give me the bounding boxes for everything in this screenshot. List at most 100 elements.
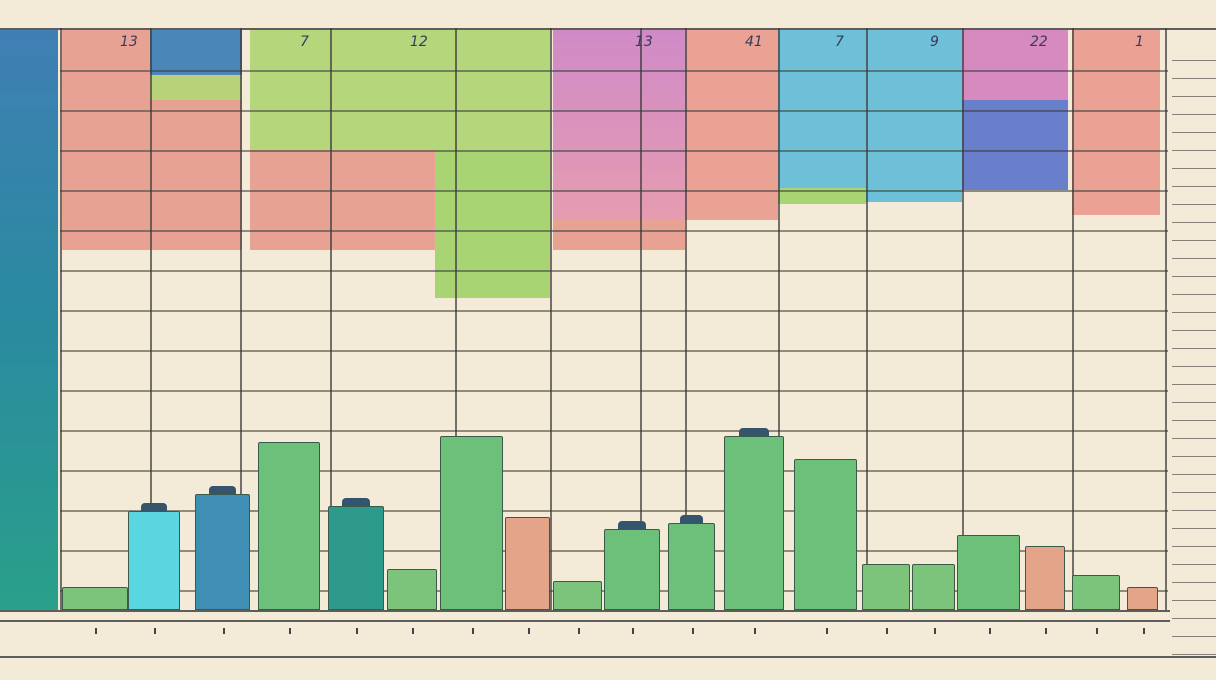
x-tick-mark [1045, 628, 1047, 634]
bar [553, 581, 602, 610]
top-label: 41 [745, 34, 763, 50]
paper-line [1172, 114, 1216, 115]
paper-line [1172, 294, 1216, 295]
paper-line [1172, 78, 1216, 79]
gridline-horizontal [60, 70, 1168, 72]
left-column-block [0, 30, 58, 610]
salmon-block [685, 30, 778, 220]
gridline-vertical [685, 28, 687, 610]
gridline-vertical [1165, 28, 1167, 610]
gridline-horizontal [60, 230, 1168, 232]
top-label: 7 [300, 34, 309, 50]
top-label: 1 [1135, 34, 1144, 50]
blue-block [150, 30, 242, 75]
bar [128, 511, 180, 610]
paper-line [1172, 204, 1216, 205]
paper-line [1172, 96, 1216, 97]
paper-line [1172, 348, 1216, 349]
paper-line [1172, 456, 1216, 457]
paper-line [1172, 258, 1216, 259]
paper-line [1172, 528, 1216, 529]
x-tick-mark [988, 628, 991, 634]
bar-cap [618, 520, 646, 529]
top-label: 22 [1030, 34, 1048, 50]
paper-line [1172, 168, 1216, 169]
bar-cap [208, 486, 237, 494]
axis-strip-line [0, 620, 1170, 622]
paper-line [1172, 366, 1216, 367]
salmon-block [250, 150, 450, 250]
x-tick-mark [632, 628, 634, 634]
cyan-block [778, 30, 962, 202]
bar-cap [739, 428, 769, 436]
green-block [435, 150, 550, 298]
gridline-vertical [550, 28, 552, 610]
gridline-horizontal [60, 470, 1168, 472]
gridline-horizontal [60, 190, 1168, 192]
x-tick-mark [691, 628, 694, 634]
paper-line [1172, 402, 1216, 403]
bar [258, 441, 320, 610]
paper-line [1172, 186, 1216, 187]
gridline-vertical [455, 28, 457, 610]
paper-line [1172, 474, 1216, 475]
green-block [250, 30, 550, 150]
gridline-horizontal [60, 510, 1168, 512]
paper-line [1172, 654, 1216, 655]
bar [1072, 575, 1120, 610]
x-tick-mark [154, 628, 156, 634]
bar [440, 436, 503, 610]
paper-line [1172, 636, 1216, 637]
green-block [778, 188, 866, 204]
bottom-border [0, 656, 1216, 658]
x-tick-mark [886, 628, 888, 634]
paper-line [1172, 150, 1216, 151]
paper-line [1172, 222, 1216, 223]
gridline-vertical [330, 28, 332, 610]
paper-line [1172, 582, 1216, 583]
gridline-vertical [962, 28, 964, 610]
x-tick-mark [577, 628, 580, 634]
x-tick-mark [825, 628, 828, 634]
x-tick-mark [356, 628, 358, 634]
gridline-vertical [240, 28, 242, 610]
bar [862, 563, 910, 610]
bar [912, 563, 955, 610]
x-tick-mark [1142, 628, 1145, 634]
paper-line [1172, 384, 1216, 385]
gridline-vertical [778, 28, 780, 610]
top-label: 12 [410, 34, 428, 50]
paper-line [1172, 312, 1216, 313]
paper-line [1172, 276, 1216, 277]
bar [328, 505, 384, 610]
top-label: 13 [120, 34, 138, 50]
top-label: 7 [835, 34, 844, 50]
salmon-block [1072, 30, 1160, 215]
bar-cap [141, 503, 167, 512]
x-tick-mark [1096, 628, 1098, 634]
paper-line [1172, 618, 1216, 619]
pink-block [553, 30, 685, 220]
bar [195, 494, 250, 610]
paper-line [1172, 438, 1216, 439]
bar [957, 534, 1020, 610]
paper-line [1172, 420, 1216, 421]
gridline-horizontal [60, 390, 1168, 392]
paper-line [1172, 564, 1216, 565]
x-tick-mark [412, 628, 414, 634]
top-border [0, 28, 1216, 30]
salmon-block [553, 220, 685, 250]
top-label: 9 [930, 34, 939, 50]
bar [505, 517, 550, 610]
bar [387, 569, 437, 610]
gridline-vertical [866, 28, 868, 610]
gridline-horizontal [60, 350, 1168, 352]
x-tick-mark [289, 628, 291, 634]
paper-line [1172, 510, 1216, 511]
pink-block [962, 30, 1068, 100]
x-tick-mark [222, 628, 225, 634]
gridline-vertical [1072, 28, 1074, 610]
paper-line [1172, 240, 1216, 241]
bar [604, 528, 660, 610]
baseline [0, 610, 1170, 612]
